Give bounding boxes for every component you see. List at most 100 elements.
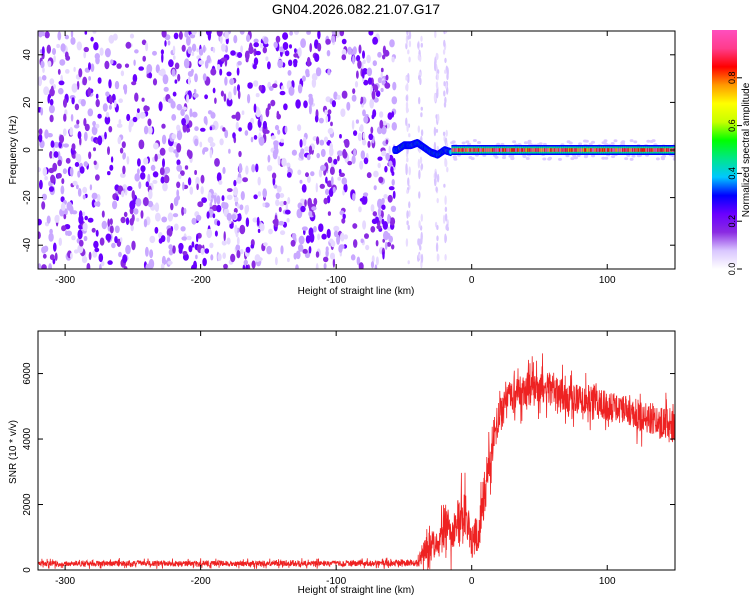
spectrogram-noise-cell [184,31,189,38]
spectrogram-noise-cell [41,264,47,269]
spectrogram-noise-cell [258,136,265,146]
spectrogram-noise-cell [191,111,198,118]
spectrogram-streak-cell [407,224,410,231]
spectrogram-noise-cell [281,85,285,90]
spectrogram-noise-cell [233,196,239,202]
spectrogram-noise-cell [174,62,180,70]
spectrogram-noise-cell [187,177,192,186]
spectrogram-noise-cell [313,226,317,233]
spectrogram-haze-cell [527,141,532,144]
spectrogram-streak-cell [436,53,439,60]
spectrogram-noise-cell [145,181,149,188]
spectrogram-noise-cell [274,214,278,223]
spectrogram-noise-cell [351,119,355,130]
snr-y-tick-label: 2000 [22,493,33,516]
spectrogram-noise-cell [49,78,55,85]
spectrogram-noise-cell [88,62,91,71]
spectrogram-noise-cell [338,244,343,253]
spectrogram-noise-cell [288,59,293,67]
spectrogram-noise-cell [41,46,45,56]
spectrogram-noise-cell [237,52,243,58]
spectrogram-noise-cell [287,70,292,76]
spectrogram-streak-cell [407,260,410,265]
spectrogram-noise-cell [323,136,329,143]
spectrogram-haze-cell [461,141,466,145]
spectrogram-noise-cell [219,68,223,76]
spectrogram-streak-cell [417,125,420,133]
spectrogram-noise-cell [341,90,348,99]
spectrogram-noise-cell [353,148,357,157]
spectrogram-noise-cell [105,91,110,97]
spectrogram-noise-cell [167,98,174,104]
spectrogram-noise-cell [141,39,147,46]
spectrogram-noise-cell [336,234,341,245]
spectrogram-noise-cell [147,200,154,208]
spectrogram-haze-cell [470,157,475,161]
spectrogram-noise-cell [104,115,111,125]
spectrogram-noise-cell [176,130,183,141]
spectrogram-noise-cell [293,252,297,260]
spectrogram-noise-cell [94,247,100,253]
spectrogram-noise-cell [323,256,329,263]
spectrogram-noise-cell [163,174,170,184]
spectrogram-noise-cell [297,124,302,132]
spectrogram-noise-cell [223,263,228,269]
spectrogram-noise-cell [228,91,232,101]
spectrogram-noise-cell [272,83,278,88]
spectrogram-noise-cell [38,76,43,87]
spectrogram-haze-cell [604,156,609,160]
spectrogram-haze-cell [522,154,527,158]
spectrogram-noise-cell [385,139,389,145]
spectrogram-noise-cell [166,228,173,237]
spectrogram-haze-cell [588,142,593,146]
snr-y-tick-label: 4000 [22,427,33,450]
spectrogram-noise-cell [146,63,153,74]
spectrogram-noise-cell [355,119,359,124]
spectrogram-noise-cell [109,225,114,234]
spectrogram-noise-cell [77,131,82,140]
spectrogram-noise-cell [247,93,251,104]
spectrogram-noise-cell [147,173,151,183]
spectrogram-streak-cell [419,156,423,164]
spectrogram-streak-cell [443,39,446,48]
spectrogram-noise-cell [108,79,112,89]
spectrogram-y-tick-label: -40 [22,238,33,253]
spectrogram-streak-cell [444,57,447,64]
spectrogram-noise-cell [38,133,43,143]
spectrogram-noise-cell [65,55,71,61]
spectrogram-streak-cell [444,195,447,205]
spectrogram-noise-cell [239,249,244,255]
spectrogram-noise-cell [59,59,66,66]
spectrogram-noise-cell [320,148,326,158]
spectrogram-noise-cell [246,34,251,42]
spectrogram-noise-cell [155,212,161,222]
spectrogram-noise-cell [202,257,207,267]
spectrogram-noise-cell [226,212,232,221]
spectrogram-noise-cell [382,120,387,126]
spectrogram-noise-cell [61,225,67,232]
spectrogram-noise-cell [354,81,359,88]
spectrogram-noise-cell [219,138,224,146]
spectrogram-noise-cell [359,160,364,170]
spectrogram-streak-cell [420,213,423,222]
spectrogram-streak-cell [443,183,446,188]
snr-x-axis: -300 -200 -100 0 100 [55,331,616,587]
spectrogram-noise-cell [125,244,131,255]
spectrogram-x-tick-label: 0 [469,275,475,286]
spectrogram-noise-cell [214,158,220,167]
spectrogram-noise-cell [137,158,141,167]
spectrogram-noise-cell [300,198,305,203]
spectrogram-noise-cell [155,64,160,74]
spectrogram-noise-cell [82,211,86,216]
spectrogram-streak-cell [444,96,447,104]
spectrogram-noise-cell [49,151,53,159]
snr-x-label: Height of straight line (km) [298,585,415,596]
spectrogram-noise-cell [287,257,290,263]
spectrogram-noise-cell [258,85,263,91]
spectrogram-noise-cell [361,103,364,108]
spectrogram-streak-cell [405,165,408,176]
spectrogram-noise-cell [286,218,290,223]
spectrogram-noise-cell [160,176,165,184]
spectrogram-noise-cell [176,181,181,189]
spectrogram-haze-cell [512,140,517,144]
